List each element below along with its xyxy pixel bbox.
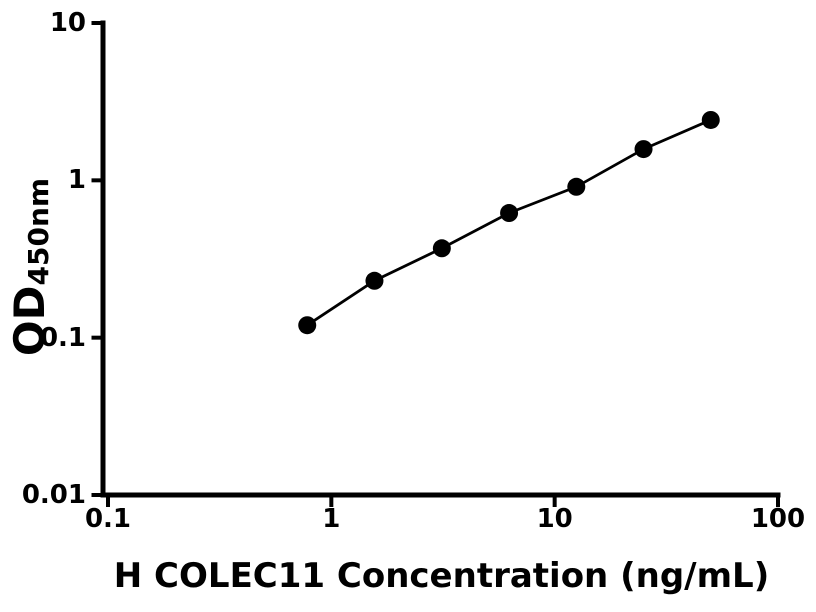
x-axis-title: H COLEC11 Concentration (ng/mL) <box>113 556 770 596</box>
y-tick-label: 1 <box>67 165 86 196</box>
data-point <box>298 316 317 335</box>
x-tick-label: 100 <box>750 504 806 534</box>
x-tick-label: 0.1 <box>84 504 132 534</box>
y-tick-label: 0.01 <box>21 480 86 510</box>
x-tick-label: 1 <box>322 504 341 534</box>
x-tick-label: 10 <box>536 504 573 534</box>
y-tick-label: 10 <box>49 8 86 38</box>
data-point <box>567 177 586 196</box>
y-tick-label: 0.1 <box>39 322 86 353</box>
data-point <box>432 239 451 258</box>
data-point <box>365 271 384 290</box>
data-point <box>634 140 653 159</box>
data-point <box>500 204 519 223</box>
data-point <box>701 110 720 129</box>
